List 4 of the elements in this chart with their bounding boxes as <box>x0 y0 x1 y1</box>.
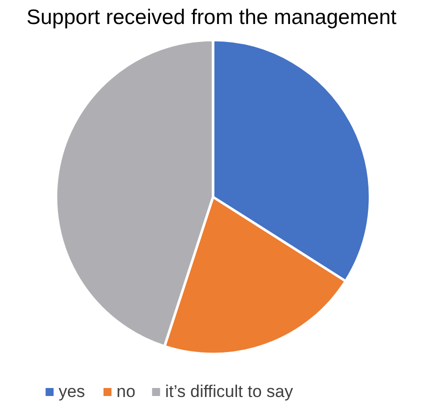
legend-label: no <box>116 382 136 401</box>
chart-title: Support received from the management <box>26 6 397 29</box>
legend-label: it’s difficult to say <box>165 382 294 401</box>
legend-label: yes <box>58 382 86 401</box>
